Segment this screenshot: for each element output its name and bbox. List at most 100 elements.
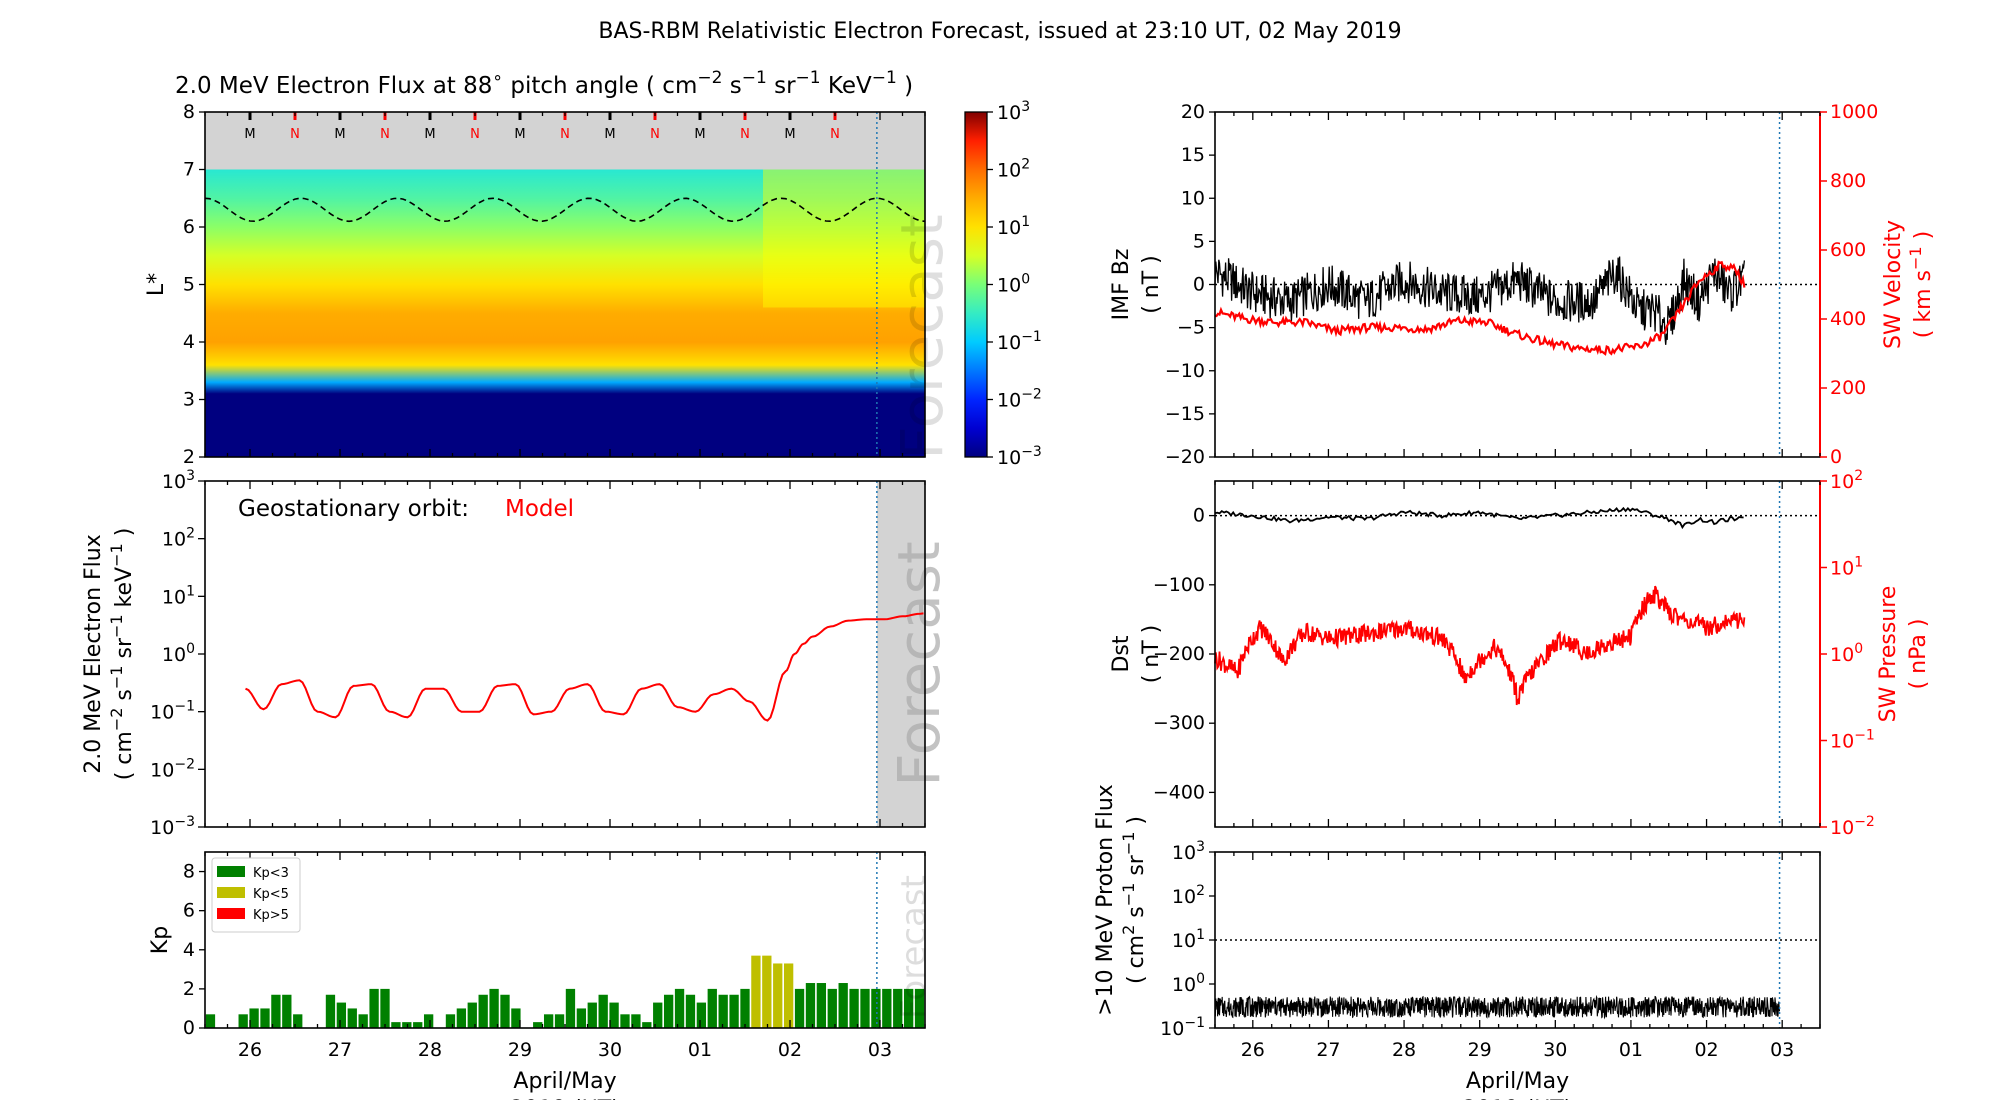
sw-pres-ylabel: SW Pressure: [1876, 586, 1901, 723]
kp-bar: [609, 1002, 619, 1028]
lstar-ytick-label: 3: [183, 389, 195, 411]
kp-xtick-label: 01: [688, 1039, 712, 1061]
kp-bar: [587, 1002, 597, 1028]
proton-xtick-label: 28: [1392, 1039, 1416, 1061]
marker-label: N: [380, 127, 390, 142]
colorbar-tick-label: 101: [997, 214, 1030, 239]
kp-bar: [783, 963, 794, 1028]
kp-bar: [838, 983, 848, 1028]
kp-bar: [805, 983, 816, 1028]
lstar-ytick-label: 7: [183, 159, 195, 181]
lstar-ytick-label: 8: [183, 101, 195, 123]
kp-xtick-label: 30: [598, 1039, 622, 1061]
kp-legend-swatch: [217, 887, 245, 898]
imf-ytick-label: 10: [1181, 187, 1205, 209]
kp-bar: [762, 955, 772, 1028]
proton-xtick-label: 30: [1543, 1039, 1567, 1061]
lstar-ytick-label: 2: [183, 446, 195, 468]
kp-xlabel: April/May: [513, 1069, 616, 1094]
lstar-title: 2.0 MeV Electron Flux at 88∘ pitch angle…: [175, 68, 913, 99]
kp-bar: [598, 994, 608, 1028]
proton-xlabel: April/May: [1466, 1069, 1569, 1094]
sw-vel-ytick-label: 200: [1830, 377, 1866, 399]
marker-label: N: [830, 127, 840, 142]
sw-vel-ylabel-units: ( km s−1 ): [1906, 231, 1937, 338]
kp-bar: [205, 1014, 216, 1028]
kp-bar: [282, 994, 292, 1028]
kp-bar: [871, 988, 881, 1028]
kp-bar: [751, 955, 761, 1028]
proton-ylabel-units: ( cm2 s−1 sr−1 ): [1119, 816, 1150, 984]
kp-bar: [271, 994, 281, 1028]
kp-ylabel: Kp: [148, 926, 173, 954]
sw-pres-ytick-label: 102: [1830, 468, 1863, 493]
sw-pres-ytick-label: 10−2: [1830, 814, 1875, 839]
marker-label: M: [244, 127, 255, 142]
kp-bar: [511, 1008, 521, 1028]
proton-panel: 26 27 28 29 30 01 02 03 April/May 2019 (UT) 10−1 10…: [1093, 784, 1821, 1100]
lstar-ylabel: L*: [144, 273, 169, 296]
kp-legend-swatch: [217, 866, 245, 877]
kp-legend: Kp<3 Kp<5 Kp>5: [211, 857, 301, 933]
colorbar-tick-label: 10−3: [997, 444, 1042, 469]
kp-xtick-label: 02: [778, 1039, 802, 1061]
dst-line: [1214, 506, 1744, 530]
kp-xlabel-units: 2019 (UT): [510, 1097, 620, 1100]
kp-bar: [533, 1022, 543, 1028]
kp-bar: [849, 988, 859, 1028]
lstar-panel: M N M N M N M N M N M N M N Forecast 2 3 4 5 6 7 8 L* 2.0 MeV E…: [144, 68, 1042, 469]
imf-ytick-label: 15: [1181, 144, 1205, 166]
kp-bar: [445, 1014, 456, 1028]
kp-bar: [380, 988, 390, 1028]
kp-bar: [467, 1002, 477, 1028]
kp-bar: [893, 988, 903, 1028]
dst-ylabel: Dst: [1109, 635, 1134, 672]
kp-bar: [423, 1014, 434, 1028]
dst-ytick-label: −300: [1153, 712, 1205, 734]
proton-xtick-label: 27: [1316, 1039, 1340, 1061]
kp-bar: [325, 994, 336, 1028]
marker-label: N: [740, 127, 750, 142]
sw-vel-ytick-label: 400: [1830, 308, 1866, 330]
kp-bar: [729, 994, 739, 1028]
kp-ytick-label: 0: [183, 1017, 195, 1039]
marker-label: M: [334, 127, 345, 142]
imf-ytick-label: −20: [1165, 446, 1205, 468]
proton-ylabel: >10 MeV Proton Flux: [1093, 784, 1118, 1016]
kp-ytick-label: 8: [183, 861, 195, 883]
dst-frame: [1214, 480, 1821, 828]
magnetopause-line: [204, 197, 926, 223]
proton-ytick-label: 101: [1172, 927, 1205, 952]
kp-bar: [740, 988, 750, 1028]
kp-legend-label: Kp<5: [253, 887, 289, 902]
proton-xtick-label: 29: [1468, 1039, 1492, 1061]
model-flux-line: [245, 612, 924, 722]
imf-ytick-label: 5: [1193, 230, 1205, 252]
kp-ytick-label: 2: [183, 978, 195, 1000]
imf-ytick-label: −15: [1165, 403, 1205, 425]
kp-bar: [293, 1014, 303, 1028]
forecast-watermark: Forecast: [894, 875, 934, 1019]
sw-pres-ytick-label: 100: [1830, 641, 1863, 666]
dst-ytick-label: −200: [1153, 643, 1205, 665]
sw-pressure-line: [1214, 585, 1746, 706]
kp-bar: [882, 988, 892, 1028]
kp-bar: [816, 983, 827, 1028]
kp-bar: [696, 1002, 707, 1028]
geo-ytick-label: 10−3: [150, 814, 195, 839]
no-data-band: [205, 112, 925, 170]
kp-bar: [663, 994, 674, 1028]
colorbar: [964, 111, 988, 458]
proton-xtick-label: 03: [1770, 1039, 1794, 1061]
kp-bar: [554, 1014, 565, 1028]
marker-label: N: [290, 127, 300, 142]
imf-ylabel-units: ( nT ): [1139, 255, 1164, 314]
geo-ytick-label: 103: [162, 468, 195, 493]
model-label: Model: [505, 496, 574, 522]
lstar-ytick-label: 6: [183, 216, 195, 238]
kp-xtick-label: 28: [418, 1039, 442, 1061]
colorbar-tick-label: 10−2: [997, 387, 1042, 412]
kp-bar: [347, 1008, 357, 1028]
